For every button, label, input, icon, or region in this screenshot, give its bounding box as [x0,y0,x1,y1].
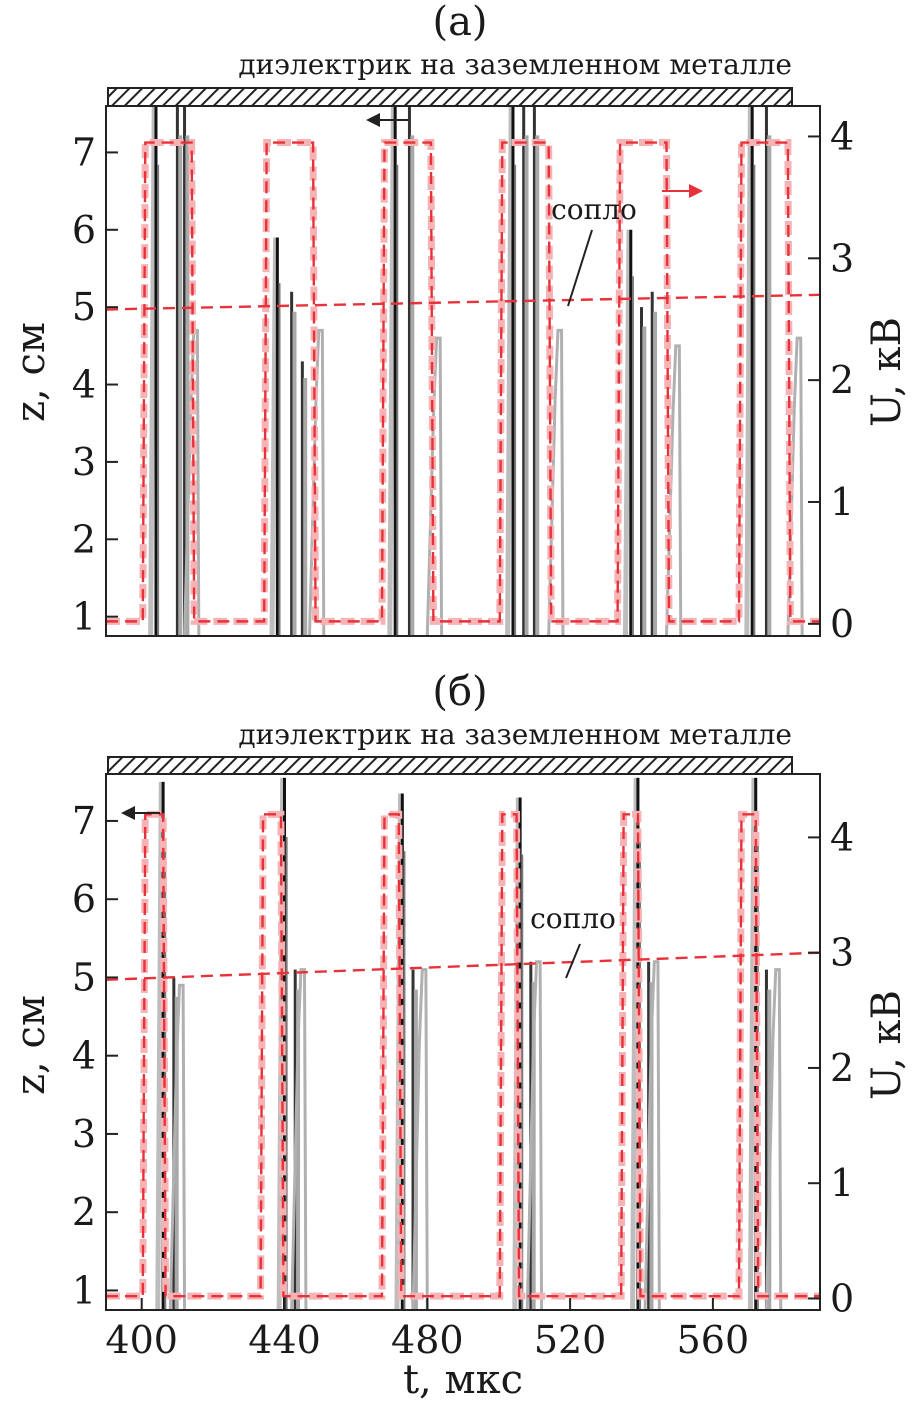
panel-b-ylabel-left: z, см [8,995,54,1095]
panel-a-nozzle-line [105,293,821,311]
panel-a-ylabel-left: z, см [8,322,54,422]
panel-a-ytick-right-label: 3 [830,236,854,280]
panel-b-discharge-tail [411,968,429,1311]
panel-b-traces [105,777,821,1311]
panel-a-discharge-pulse [744,105,804,637]
panel-b-voltage-line [106,813,820,1298]
panel-a-discharge-pulse [148,105,201,637]
panel-a-ytick-right-label: 4 [830,114,854,158]
panel-a-discharge-pulse [269,237,326,637]
panel-a-dielectric-bar [107,87,793,107]
panel-b-ticks: 1 2 3 4 5 6 7 0 1 2 3 4 400 440 480 520 560 [72,799,854,1362]
panel-b-ytick-left-label: 2 [72,1190,96,1234]
panel-a-ytick-right-label: 1 [830,480,854,524]
panel-a-ytick-left-label: 3 [72,440,96,484]
panel-b-ytick-left-label: 7 [72,799,96,843]
panel-b-discharge-tail [290,968,308,1311]
panel-a-ytick-left-label: 1 [72,595,96,639]
panel-a-discharge-front [505,105,514,637]
panel-a-left-axis-arrow [366,113,408,127]
panel-a-ytick-right-label: 2 [830,358,854,402]
panel-a-ylabel-right: U, кВ [864,317,910,427]
panel-b-ytick-left-label: 1 [72,1268,96,1312]
panel-a-ticks: 1 2 3 4 5 6 7 0 1 2 3 4 [72,114,854,645]
panel-b-nozzle-label: сопло [530,902,616,935]
panel-b-nozzle-line [105,951,821,981]
panel-a-right-axis-arrow [662,184,703,198]
panel-a: (а) диэлектрик на заземленном металле 1 2… [8,0,910,646]
panel-b-ytick-left-label: 5 [72,955,96,999]
panel-b-ytick-right-label: 3 [830,931,854,975]
panel-b-ytick-right-label: 4 [830,815,854,859]
panel-a-voltage-halo [106,139,820,625]
panel-b-voltage-halo [106,810,820,1300]
panel-b-frame [105,773,821,1311]
panel-b-ytick-right-label: 2 [830,1046,854,1090]
panel-b-ytick-left-label: 4 [72,1034,96,1078]
panel-a-discharge-front [387,105,396,637]
panel-a-nozzle-label: сопло [551,193,637,226]
panel-a-header-label: диэлектрик на заземленном металле [238,48,792,81]
panel-a-discharge-pulse [622,229,683,637]
panel-a-ytick-left-label: 6 [72,208,96,252]
panel-b-nozzle-pointer [565,943,581,979]
panel-a-discharge-front [269,237,279,637]
panel-b-ylabel-right: U, кВ [864,990,910,1100]
panel-b-xtick-label: 480 [391,1318,464,1362]
panel-b-ytick-left-label: 6 [72,877,96,921]
panel-a-discharge-pulse [505,105,565,637]
panel-b-discharge-pulse [512,797,544,1311]
panel-a-ytick-left-label: 4 [72,363,96,407]
panel-a-discharge-pulse [387,105,444,637]
panel-b-xlabel: t, мкс [403,1357,523,1403]
panel-a-ytick-left-label: 7 [72,130,96,174]
panel-a-discharge-front [744,105,753,637]
panel-a-voltage-line [106,141,820,623]
panel-b-ytick-right-label: 1 [830,1161,854,1205]
panel-b-dielectric-bar [107,756,793,775]
panel-a-discharge-front [148,105,157,637]
panel-b-ytick-right-label: 0 [830,1276,854,1320]
panel-a-label: (а) [432,0,487,45]
panel-b: (б) диэлектрик на заземленном металле 1 2… [8,669,910,1403]
panel-a-ytick-right-label: 0 [830,602,854,646]
panel-b-label: (б) [432,669,487,715]
panel-b-xtick-label: 520 [534,1318,607,1362]
panel-a-nozzle-pointer [567,229,593,307]
panel-a-ytick-left-label: 2 [72,517,96,561]
panel-b-xtick-label: 560 [677,1318,750,1362]
panel-a-ytick-left-label: 5 [72,285,96,329]
panel-a-traces [105,105,821,637]
panel-b-discharge-tail [764,968,783,1311]
panel-b-discharge-front [747,777,757,1311]
panel-b-discharge-tail [168,983,187,1311]
panel-b-discharge-tail [525,960,544,1311]
panel-b-ytick-left-label: 3 [72,1112,96,1156]
panel-b-header-label: диэлектрик на заземленном металле [238,718,792,751]
panel-b-discharge-tail [643,960,661,1311]
panel-a-frame [105,105,821,637]
panel-b-xtick-label: 440 [248,1318,321,1362]
panel-b-discharge-front [630,777,639,1311]
panel-a-discharge-front [622,229,632,637]
panel-b-xtick-label: 400 [105,1318,178,1362]
panel-b-left-axis-arrow [121,806,160,820]
